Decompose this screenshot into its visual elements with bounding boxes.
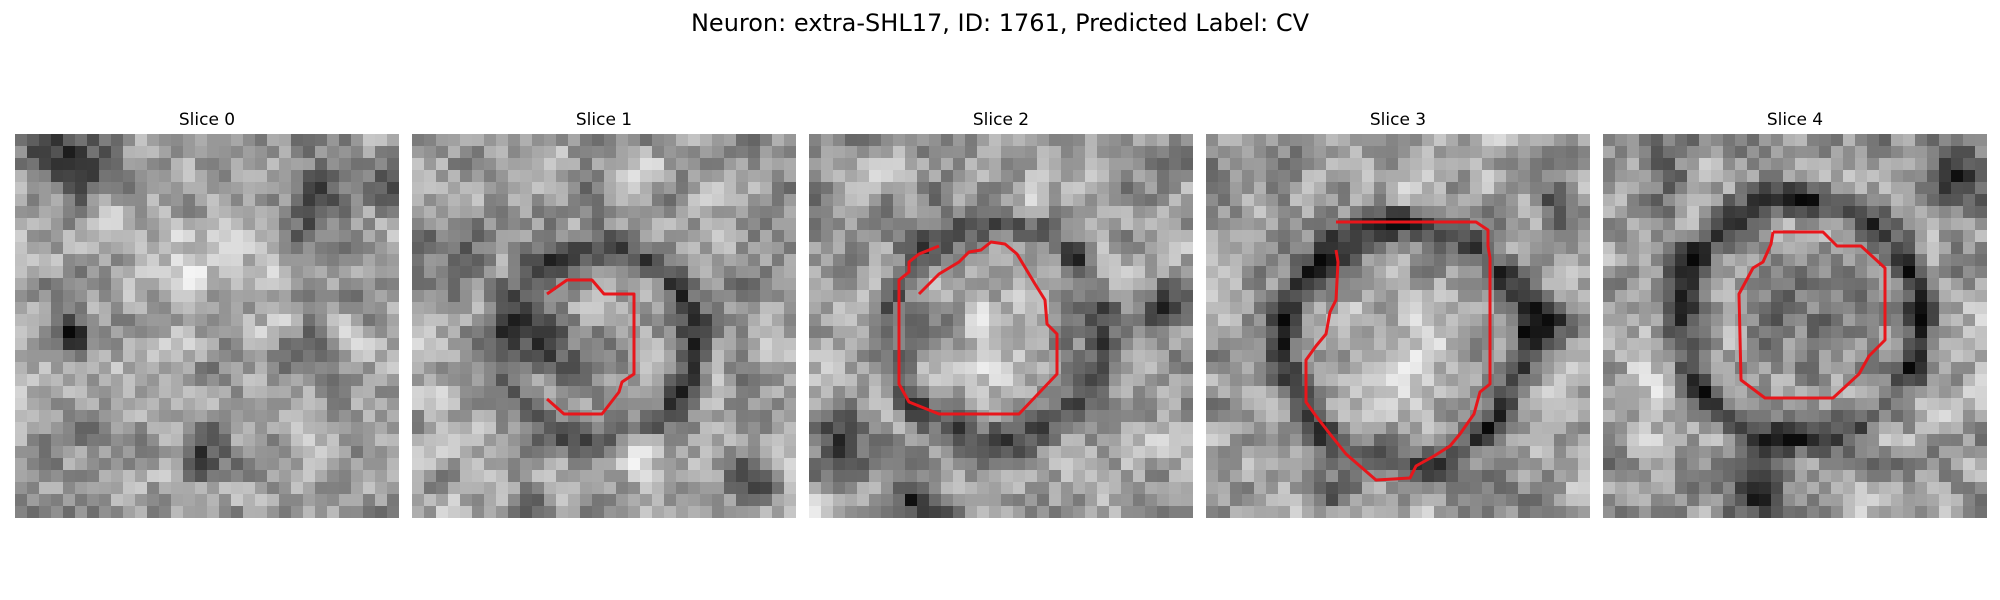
slice-panel-0: Slice 0 — [15, 110, 399, 520]
slice-title-3: Slice 3 — [1369, 110, 1427, 130]
slice-panels: Slice 0 Slice 1 Slice 2 Slice 3 Slice 4 — [15, 110, 1987, 520]
slice-panel-1: Slice 1 — [412, 110, 796, 520]
slice-title-2: Slice 2 — [972, 110, 1030, 130]
slice-title-1: Slice 1 — [575, 110, 633, 130]
slice-image-1 — [412, 134, 796, 518]
slice-panel-2: Slice 2 — [809, 110, 1193, 520]
segmentation-contour-4 — [1737, 230, 1887, 400]
slice-panel-4: Slice 4 — [1603, 110, 1987, 520]
slice-panel-3: Slice 3 — [1206, 110, 1590, 520]
segmentation-contour-3 — [1304, 220, 1492, 482]
slice-image-4 — [1603, 134, 1987, 518]
segmentation-contour-1 — [546, 278, 636, 416]
slice-image-3 — [1206, 134, 1590, 518]
segmentation-contour-2 — [897, 240, 1059, 416]
slice-image-2 — [809, 134, 1193, 518]
figure-title: Neuron: extra-SHL17, ID: 1761, Predicted… — [690, 9, 1310, 37]
slice-image-0 — [15, 134, 399, 518]
slice-title-4: Slice 4 — [1766, 110, 1824, 130]
slice-title-0: Slice 0 — [178, 110, 236, 130]
